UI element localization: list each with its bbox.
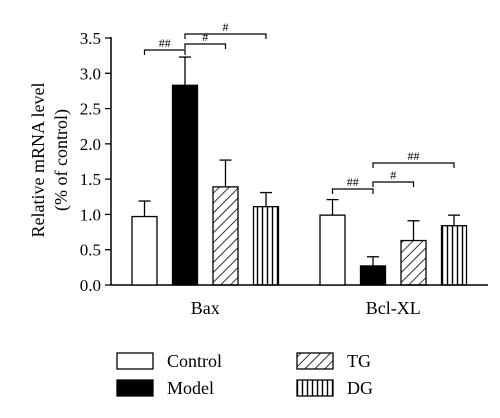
significance-bracket: ##	[372, 149, 455, 168]
legend-swatch	[116, 352, 154, 370]
significance-bracket: ##	[331, 175, 374, 194]
legend-item-model: Model	[116, 378, 214, 398]
significance-bracket: ##	[143, 36, 186, 55]
x-tick-label: Bax	[191, 298, 220, 318]
significance-bracket: #	[184, 20, 267, 39]
y-tick-label: 1.5	[80, 170, 101, 189]
legend-label: TG	[347, 351, 371, 371]
legend-label: Model	[167, 378, 214, 398]
y-tick-label: 3.5	[80, 29, 101, 48]
legend-label: Control	[167, 351, 222, 371]
bracket-line	[184, 43, 227, 49]
legend-label: DG	[347, 378, 373, 398]
legend-swatch	[116, 379, 154, 397]
y-tick-label: 3.0	[80, 64, 101, 83]
y-tick-label: 2.5	[80, 100, 101, 119]
y-tick-label: 2.0	[80, 135, 101, 154]
bar-model-bax	[171, 84, 199, 286]
bar-tg-bax	[212, 186, 239, 286]
legend-item-tg: TG	[296, 351, 371, 371]
significance-label: ##	[347, 175, 359, 189]
bar-tg-bcl-xl	[400, 239, 427, 286]
legend-item-dg: DG	[296, 378, 373, 398]
significance-label: ##	[408, 149, 420, 163]
y-tick-label: 0.0	[80, 276, 101, 295]
bracket-line	[372, 162, 455, 168]
y-axis-title-line-1: Relative mRNA level	[28, 83, 48, 238]
significance-label: #	[223, 20, 229, 34]
bracket-line	[143, 49, 186, 55]
bracket-line	[372, 181, 415, 187]
bar-control-bcl-xl	[319, 214, 346, 286]
bracket-line	[331, 188, 374, 194]
bracket-line	[184, 33, 267, 39]
y-tick-label: 0.5	[80, 241, 101, 260]
y-tick-label: 1.0	[80, 205, 101, 224]
bar-dg-bcl-xl	[440, 225, 468, 286]
bar-dg-bax	[252, 206, 280, 286]
y-axis-title-line-2: (% of control)	[51, 109, 72, 211]
bar-control-bax	[131, 215, 158, 286]
y-axis-title: Relative mRNA level (% of control)	[28, 83, 72, 238]
significance-label: #	[202, 30, 208, 44]
significance-label: ##	[159, 36, 171, 50]
bar-model-bcl-xl	[359, 265, 387, 286]
x-tick-label: Bcl-XL	[366, 298, 421, 318]
significance-label: #	[390, 168, 396, 182]
significance-bracket: #	[184, 30, 227, 49]
significance-bracket: #	[372, 168, 415, 187]
legend-item-control: Control	[116, 351, 222, 371]
legend-swatch	[296, 379, 334, 397]
legend-swatch	[296, 352, 334, 370]
legend: Control Model TG DG	[116, 351, 373, 398]
